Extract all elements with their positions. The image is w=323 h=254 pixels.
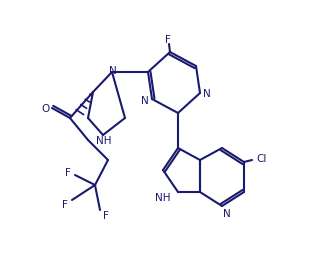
Text: N: N: [109, 66, 117, 76]
Text: O: O: [41, 104, 49, 114]
Text: F: F: [62, 200, 68, 210]
Text: F: F: [165, 35, 171, 45]
Text: NH: NH: [154, 193, 170, 203]
Text: F: F: [103, 211, 109, 221]
Text: N: N: [141, 96, 149, 106]
Text: F: F: [65, 168, 71, 178]
Text: NH: NH: [96, 136, 111, 146]
Text: N: N: [223, 209, 231, 219]
Text: N: N: [203, 89, 211, 99]
Text: Cl: Cl: [256, 154, 266, 164]
